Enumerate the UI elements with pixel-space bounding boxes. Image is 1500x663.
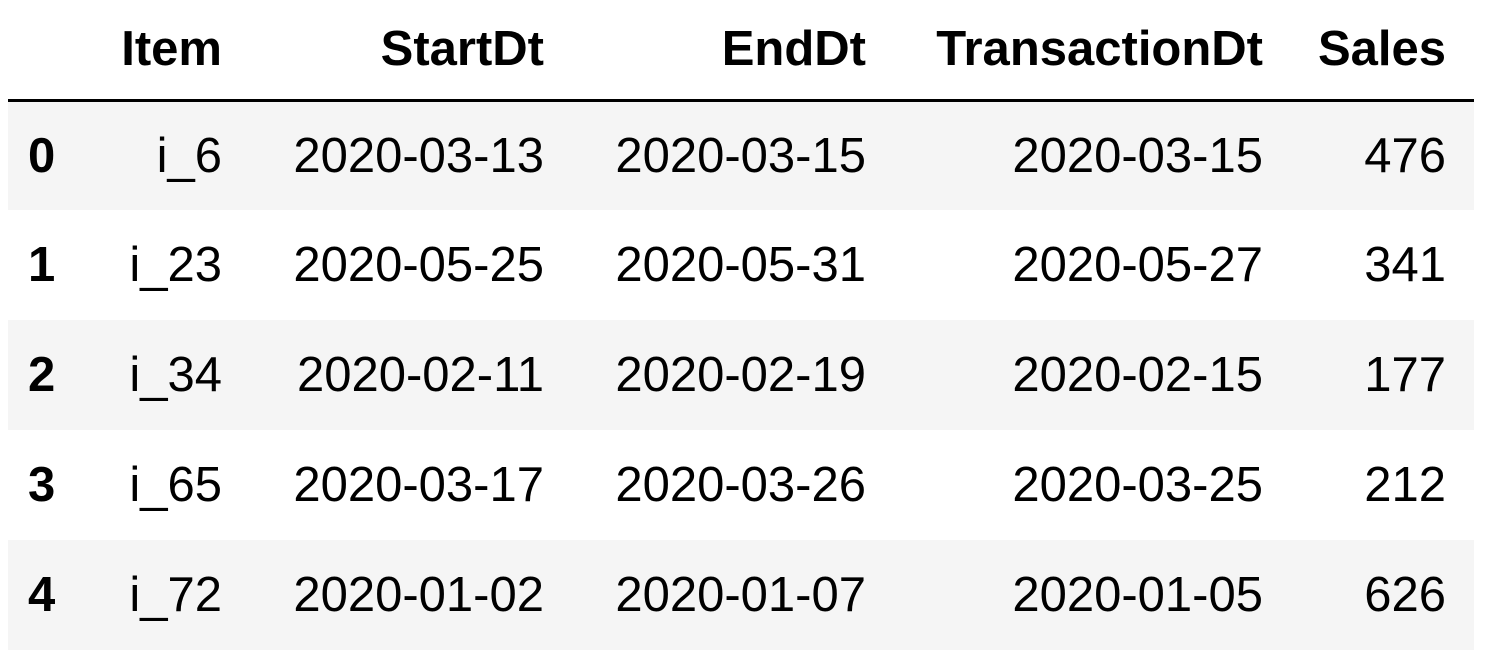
item-cell: i_65 — [129, 458, 222, 512]
row-index: 2 — [28, 348, 56, 402]
table-row: 0 i_6 2020-03-13 2020-03-15 2020-03-15 4… — [8, 100, 1474, 210]
transactiondt-cell: 2020-03-15 — [1012, 128, 1263, 183]
enddt-cell: 2020-03-26 — [615, 458, 866, 512]
dataframe-output: Item StartDt EndDt TransactionDt Sales 0… — [8, 0, 1474, 650]
transactiondt-cell: 2020-03-25 — [1012, 458, 1263, 512]
row-index: 4 — [28, 568, 56, 622]
item-cell: i_23 — [129, 238, 222, 292]
row-index: 0 — [28, 128, 56, 183]
row-index: 1 — [28, 238, 56, 292]
startdt-column-header: StartDt — [250, 0, 572, 102]
item-cell: i_34 — [129, 348, 222, 402]
enddt-column-header: EndDt — [572, 0, 894, 102]
item-column-header: Item — [100, 0, 250, 102]
transactiondt-column-header: TransactionDt — [894, 0, 1291, 102]
table-row: 3 i_65 2020-03-17 2020-03-26 2020-03-25 … — [8, 430, 1474, 540]
table-row: 4 i_72 2020-01-02 2020-01-07 2020-01-05 … — [8, 540, 1474, 650]
startdt-cell: 2020-02-11 — [296, 348, 544, 402]
startdt-cell: 2020-05-25 — [293, 238, 544, 292]
enddt-cell: 2020-02-19 — [615, 348, 866, 402]
index-column-header — [8, 0, 100, 102]
item-cell: i_6 — [156, 128, 222, 183]
startdt-cell: 2020-01-02 — [293, 568, 544, 622]
sales-cell: 177 — [1364, 348, 1446, 402]
row-index: 3 — [28, 458, 56, 512]
header-row: Item StartDt EndDt TransactionDt Sales — [8, 0, 1474, 102]
startdt-cell: 2020-03-17 — [293, 458, 544, 512]
sales-cell: 212 — [1364, 458, 1446, 512]
enddt-cell: 2020-05-31 — [615, 238, 866, 292]
item-cell: i_72 — [129, 568, 222, 622]
enddt-cell: 2020-03-15 — [615, 128, 866, 183]
sales-cell: 626 — [1364, 568, 1446, 622]
transactiondt-cell: 2020-05-27 — [1012, 238, 1263, 292]
transactiondt-cell: 2020-01-05 — [1012, 568, 1263, 622]
transactiondt-cell: 2020-02-15 — [1012, 348, 1263, 402]
table-row: 1 i_23 2020-05-25 2020-05-31 2020-05-27 … — [8, 210, 1474, 320]
sales-column-header: Sales — [1291, 0, 1474, 102]
table-body: 0 i_6 2020-03-13 2020-03-15 2020-03-15 4… — [8, 100, 1474, 650]
enddt-cell: 2020-01-07 — [615, 568, 866, 622]
table-row: 2 i_34 2020-02-11 2020-02-19 2020-02-15 … — [8, 320, 1474, 430]
sales-cell: 476 — [1364, 128, 1446, 183]
dataframe-table: Item StartDt EndDt TransactionDt Sales 0… — [8, 0, 1474, 650]
table-header: Item StartDt EndDt TransactionDt Sales — [8, 0, 1474, 102]
startdt-cell: 2020-03-13 — [293, 128, 544, 183]
sales-cell: 341 — [1364, 238, 1446, 292]
